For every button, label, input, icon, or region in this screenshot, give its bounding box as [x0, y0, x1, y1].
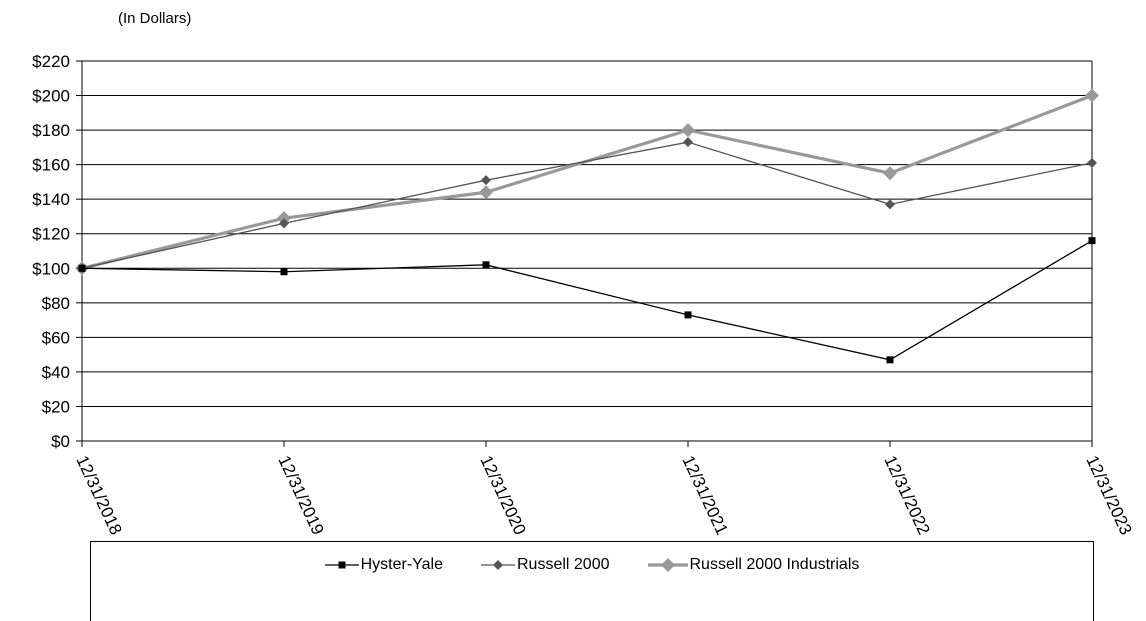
y-tick-label: $80 [42, 294, 70, 313]
legend-label: Russell 2000 Industrials [689, 556, 860, 573]
series-russell-2000 [77, 137, 1097, 274]
data-point [885, 199, 895, 210]
series-russell-2000-industrials [75, 88, 1099, 276]
data-point [886, 356, 894, 364]
legend-swatch [647, 558, 688, 572]
y-tick-label: $120 [32, 225, 70, 244]
y-tick-label: $20 [42, 397, 70, 416]
grid-lines [76, 60, 1093, 442]
data-point [883, 166, 897, 181]
x-tick-label: 12/31/2022 [880, 453, 933, 538]
data-point [1088, 237, 1096, 245]
data-point [279, 218, 289, 229]
legend-label: Hyster-Yale [360, 556, 443, 573]
y-axis-ticks: $0 $20 $40 $60 $80 $100 $120 $140 $160 $180 $200 $2… [32, 52, 70, 451]
data-point [683, 137, 693, 148]
y-tick-label: $180 [32, 121, 70, 140]
x-tick-label: 12/31/2023 [1082, 453, 1135, 538]
x-tick-label: 12/31/2018 [72, 453, 125, 538]
legend-item: Russell 2000 Industrials [647, 556, 860, 574]
data-point [277, 211, 291, 226]
y-tick-label: $60 [42, 328, 70, 347]
legend-swatch [324, 561, 359, 569]
legend: Hyster-Yale Russell 2000 Russell 2000 Indu… [90, 541, 1094, 621]
series-line [81, 240, 1093, 361]
x-tick-label: 12/31/2021 [678, 453, 731, 538]
y-tick-label: $40 [42, 363, 70, 382]
y-tick-label: $200 [32, 87, 70, 106]
y-tick-label: $100 [32, 259, 70, 278]
data-point [493, 560, 503, 570]
line-chart: $0 $20 $40 $60 $80 $100 $120 $140 $160 $180 $200 $2… [32, 52, 1136, 538]
y-tick-label: $160 [32, 156, 70, 175]
data-point [481, 175, 491, 186]
x-tick-label: 12/31/2020 [476, 453, 529, 538]
series-hyster-yale [78, 237, 1096, 364]
x-axis-ticks: 12/31/2018 12/31/2019 12/31/2020 12/31/2021… [72, 441, 1136, 538]
data-point [1087, 157, 1097, 168]
data-point [660, 558, 675, 572]
legend-label: Russell 2000 [517, 556, 610, 573]
legend-item: Hyster-Yale [324, 556, 443, 574]
x-tick-label: 12/31/2019 [274, 453, 327, 538]
series-line [81, 141, 1093, 269]
series-lines [75, 88, 1099, 364]
data-point [681, 123, 695, 138]
data-point [78, 264, 86, 272]
data-point [338, 561, 346, 569]
y-tick-label: $140 [32, 190, 70, 209]
data-point [1085, 88, 1099, 103]
data-point [280, 268, 288, 276]
y-tick-label: $0 [51, 432, 70, 451]
series-line [81, 94, 1093, 270]
y-tick-label: $220 [32, 52, 70, 71]
data-point [482, 261, 490, 269]
data-point [479, 185, 493, 200]
unit-label: (In Dollars) [118, 10, 192, 27]
data-point [684, 311, 692, 319]
legend-swatch [481, 560, 515, 570]
legend-item: Russell 2000 [481, 556, 610, 574]
